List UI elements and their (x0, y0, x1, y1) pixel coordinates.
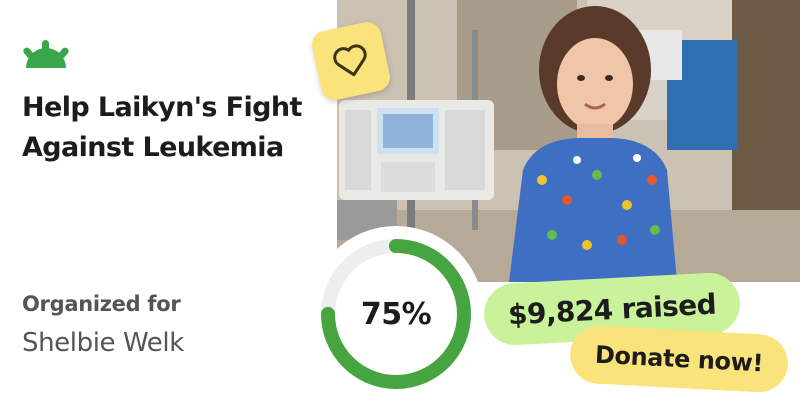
organized-for-label: Organized for (22, 292, 181, 316)
heart-icon (333, 44, 367, 77)
heart-badge (309, 19, 393, 103)
progress-ring-graphic (321, 239, 471, 389)
progress-ring: 75% (308, 226, 484, 402)
progress-percent: 75% (360, 296, 432, 332)
gofundme-sprout-logo-icon (23, 40, 69, 68)
progress-ring-fill (321, 239, 471, 389)
campaign-title: Help Laikyn's Fight Against Leukemia (22, 92, 302, 163)
donate-now-button[interactable]: Donate now! (568, 324, 790, 394)
campaign-photo (337, 0, 800, 282)
beneficiary-name: Shelbie Welk (22, 328, 184, 358)
campaign-photo-illustration (337, 0, 800, 282)
